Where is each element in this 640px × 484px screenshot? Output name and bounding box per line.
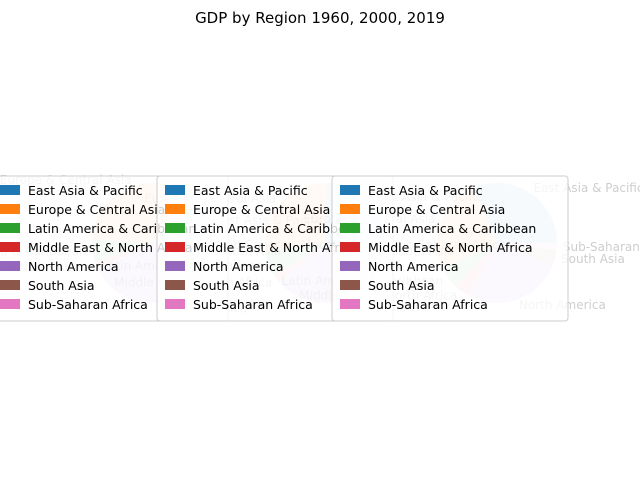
legend-label-1960-sub-saharan-africa: Sub-Saharan Africa — [28, 297, 148, 312]
legend-swatch-2019-latin-america-and-caribbean — [340, 223, 360, 233]
legend-swatch-1960-south-asia — [0, 280, 20, 290]
legend-label-2019-europe-and-central-asia: Europe & Central Asia — [368, 202, 505, 217]
legend-label-2000-east-asia-and-pacific: East Asia & Pacific — [193, 183, 308, 198]
legend-swatch-2019-east-asia-and-pacific — [340, 185, 360, 195]
legend-swatch-2000-sub-saharan-africa — [165, 299, 185, 309]
legend-swatch-1960-north-america — [0, 261, 20, 271]
legend-swatch-2019-north-america — [340, 261, 360, 271]
legend-label-2019-east-asia-and-pacific: East Asia & Pacific — [368, 183, 483, 198]
legend-swatch-1960-europe-and-central-asia — [0, 204, 20, 214]
legend-label-1960-europe-and-central-asia: Europe & Central Asia — [28, 202, 165, 217]
legend-label-2019-middle-east-and-north-africa: Middle East & North Africa — [368, 240, 533, 255]
legend-swatch-1960-middle-east-and-north-africa — [0, 242, 20, 252]
legend-swatch-2000-middle-east-and-north-africa — [165, 242, 185, 252]
legend-swatch-2019-sub-saharan-africa — [340, 299, 360, 309]
legend-label-1960-latin-america-and-caribbean: Latin America & Caribbean — [28, 221, 196, 236]
legend-label-2000-north-america: North America — [193, 259, 284, 274]
legend-label-2000-south-asia: South Asia — [193, 278, 260, 293]
legend-frame-2019 — [331, 175, 569, 322]
legend-swatch-2019-middle-east-and-north-africa — [340, 242, 360, 252]
legend-swatch-1960-latin-america-and-caribbean — [0, 223, 20, 233]
legend-swatch-2000-latin-america-and-caribbean — [165, 223, 185, 233]
legend-label-2019-north-america: North America — [368, 259, 459, 274]
legend-swatch-2019-south-asia — [340, 280, 360, 290]
legend-label-2000-middle-east-and-north-africa: Middle East & North Africa — [193, 240, 358, 255]
pie-label-2019-sub-saharan-africa: Sub-Saharan Africa — [563, 240, 640, 254]
legend-label-1960-south-asia: South Asia — [28, 278, 95, 293]
pie-label-2019-south-asia: South Asia — [561, 252, 625, 266]
legend-label-1960-east-asia-and-pacific: East Asia & Pacific — [28, 183, 143, 198]
legend-swatch-2000-north-america — [165, 261, 185, 271]
legend-label-1960-north-america: North America — [28, 259, 119, 274]
legend-label-2000-europe-and-central-asia: Europe & Central Asia — [193, 202, 330, 217]
legend-swatch-2000-europe-and-central-asia — [165, 204, 185, 214]
legend-swatch-1960-east-asia-and-pacific — [0, 185, 20, 195]
legend-2019: East Asia & Pacific Europe & Central Asia… — [331, 175, 569, 322]
legend-swatch-2019-europe-and-central-asia — [340, 204, 360, 214]
legend-label-2019-south-asia: South Asia — [368, 278, 435, 293]
legend-label-2000-sub-saharan-africa: Sub-Saharan Africa — [193, 297, 313, 312]
legend-label-2019-sub-saharan-africa: Sub-Saharan Africa — [368, 297, 488, 312]
legend-label-1960-middle-east-and-north-africa: Middle East & North Africa — [28, 240, 193, 255]
legends-layer: East Asia & Pacific Europe & Central Asia… — [0, 175, 569, 322]
legend-label-2000-latin-america-and-caribbean: Latin America & Caribbean — [193, 221, 361, 236]
legend-swatch-2000-south-asia — [165, 280, 185, 290]
figure-title: GDP by Region 1960, 2000, 2019 — [195, 9, 445, 27]
legend-swatch-1960-sub-saharan-africa — [0, 299, 20, 309]
legend-swatch-2000-east-asia-and-pacific — [165, 185, 185, 195]
legend-label-2019-latin-america-and-caribbean: Latin America & Caribbean — [368, 221, 536, 236]
